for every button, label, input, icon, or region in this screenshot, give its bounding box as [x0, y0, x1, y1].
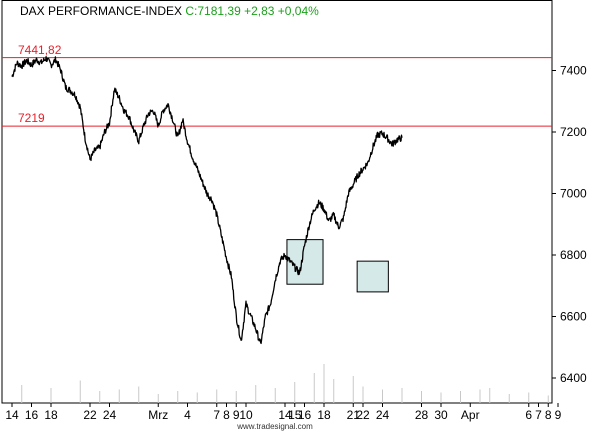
y-tick-label: 6400	[560, 371, 587, 385]
chart-header: DAX PERFORMANCE-INDEX C:7181,39 +2,83 +0…	[20, 4, 319, 18]
x-tick-label: 18	[317, 408, 331, 422]
x-tick-label: 24	[103, 408, 117, 422]
x-tick-label: 18	[44, 408, 58, 422]
x-tick-label: 24	[376, 408, 390, 422]
x-tick-label: 16	[298, 408, 312, 422]
quote-readout: C:7181,39 +2,83 +0,04%	[185, 4, 319, 18]
x-tick-label: 22	[83, 408, 97, 422]
y-tick-label: 7200	[560, 125, 587, 139]
x-tick-label: 30	[434, 408, 448, 422]
x-tick-label: 6	[525, 408, 532, 422]
x-tick-label: 10	[239, 408, 253, 422]
x-tick-label: Apr	[461, 408, 480, 422]
y-tick-label: 7000	[560, 187, 587, 201]
x-tick-label: 7	[213, 408, 220, 422]
instrument-name: DAX PERFORMANCE-INDEX	[20, 4, 183, 18]
x-tick-label: 8	[545, 408, 552, 422]
source-credit: www.tradesignal.com	[237, 422, 313, 431]
x-tick-label: 9	[233, 408, 240, 422]
x-tick-label: 8	[223, 408, 230, 422]
x-tick-label: 15	[288, 408, 302, 422]
y-tick-label: 7400	[560, 64, 587, 78]
plot-frame	[1, 0, 553, 404]
y-tick-label: 6600	[560, 310, 587, 324]
price-line	[11, 55, 403, 345]
x-tick-label: 9	[555, 408, 562, 422]
x-tick-label: 14	[5, 408, 19, 422]
reference-label-lower: 7219	[18, 111, 45, 126]
x-tick-label: 22	[356, 408, 370, 422]
x-tick-label: 4	[184, 408, 191, 422]
x-tick-label: 21	[347, 408, 361, 422]
y-tick-label: 6800	[560, 248, 587, 262]
x-tick-label: Mrz	[148, 408, 168, 422]
consolidation-box	[356, 260, 389, 293]
consolidation-box	[286, 239, 324, 285]
x-tick-label: 14	[278, 408, 292, 422]
reference-label-upper: 7441,82	[18, 42, 62, 57]
x-tick-label: 28	[415, 408, 429, 422]
x-tick-label: 16	[25, 408, 39, 422]
x-tick-label: 7	[535, 408, 542, 422]
